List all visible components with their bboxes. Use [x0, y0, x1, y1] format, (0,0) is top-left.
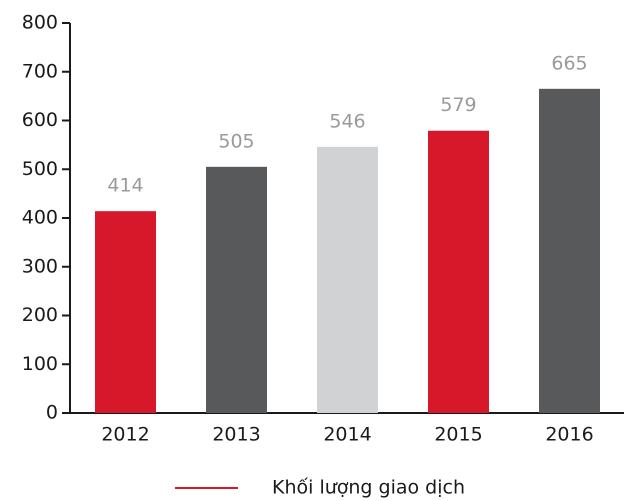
x-tick-label: 2015: [434, 424, 482, 446]
y-tick-label: 100: [22, 353, 58, 375]
bar: [317, 146, 378, 413]
y-tick-label: 700: [22, 60, 58, 82]
y-tick-label: 600: [22, 109, 58, 131]
y-tick-label: 0: [46, 402, 58, 424]
x-tick-label: 2013: [212, 424, 260, 446]
y-tick-label: 300: [22, 255, 58, 277]
value-label: 414: [107, 175, 143, 197]
bar: [539, 88, 600, 413]
value-label: 579: [440, 94, 476, 116]
value-label: 546: [329, 110, 365, 132]
y-tick-label: 800: [22, 12, 58, 34]
y-tick-label: 500: [22, 158, 58, 180]
bar: [95, 211, 156, 413]
x-tick-label: 2012: [101, 424, 149, 446]
y-tick-label: 400: [22, 207, 58, 229]
bar: [206, 166, 267, 413]
x-tick-label: 2014: [323, 424, 371, 446]
bar: [428, 130, 489, 414]
legend-label: Khối lượng giao dịch: [272, 477, 465, 499]
y-tick-label: 200: [22, 304, 58, 326]
value-label: 505: [218, 130, 254, 152]
value-label: 665: [551, 52, 587, 74]
x-tick-label: 2016: [545, 424, 593, 446]
